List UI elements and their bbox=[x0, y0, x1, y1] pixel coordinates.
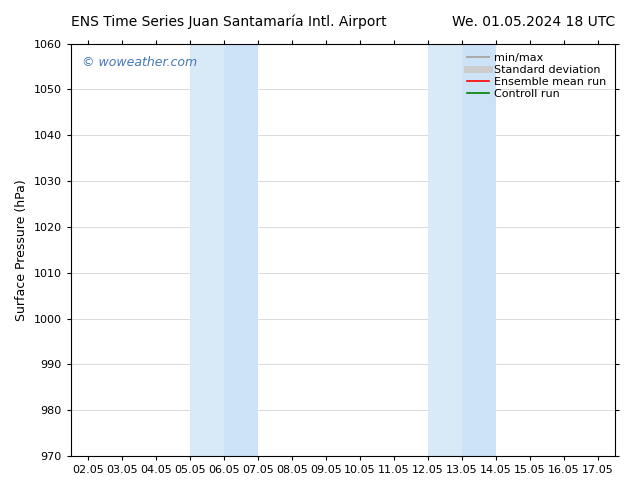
Bar bbox=[428, 44, 462, 456]
Y-axis label: Surface Pressure (hPa): Surface Pressure (hPa) bbox=[15, 179, 28, 320]
Text: ENS Time Series Juan Santamaría Intl. Airport: ENS Time Series Juan Santamaría Intl. Ai… bbox=[71, 15, 386, 29]
Bar bbox=[224, 44, 258, 456]
Text: We. 01.05.2024 18 UTC: We. 01.05.2024 18 UTC bbox=[451, 15, 615, 29]
Text: © woweather.com: © woweather.com bbox=[82, 56, 197, 69]
Bar bbox=[462, 44, 496, 456]
Bar bbox=[190, 44, 224, 456]
Legend: min/max, Standard deviation, Ensemble mean run, Controll run: min/max, Standard deviation, Ensemble me… bbox=[463, 49, 609, 102]
